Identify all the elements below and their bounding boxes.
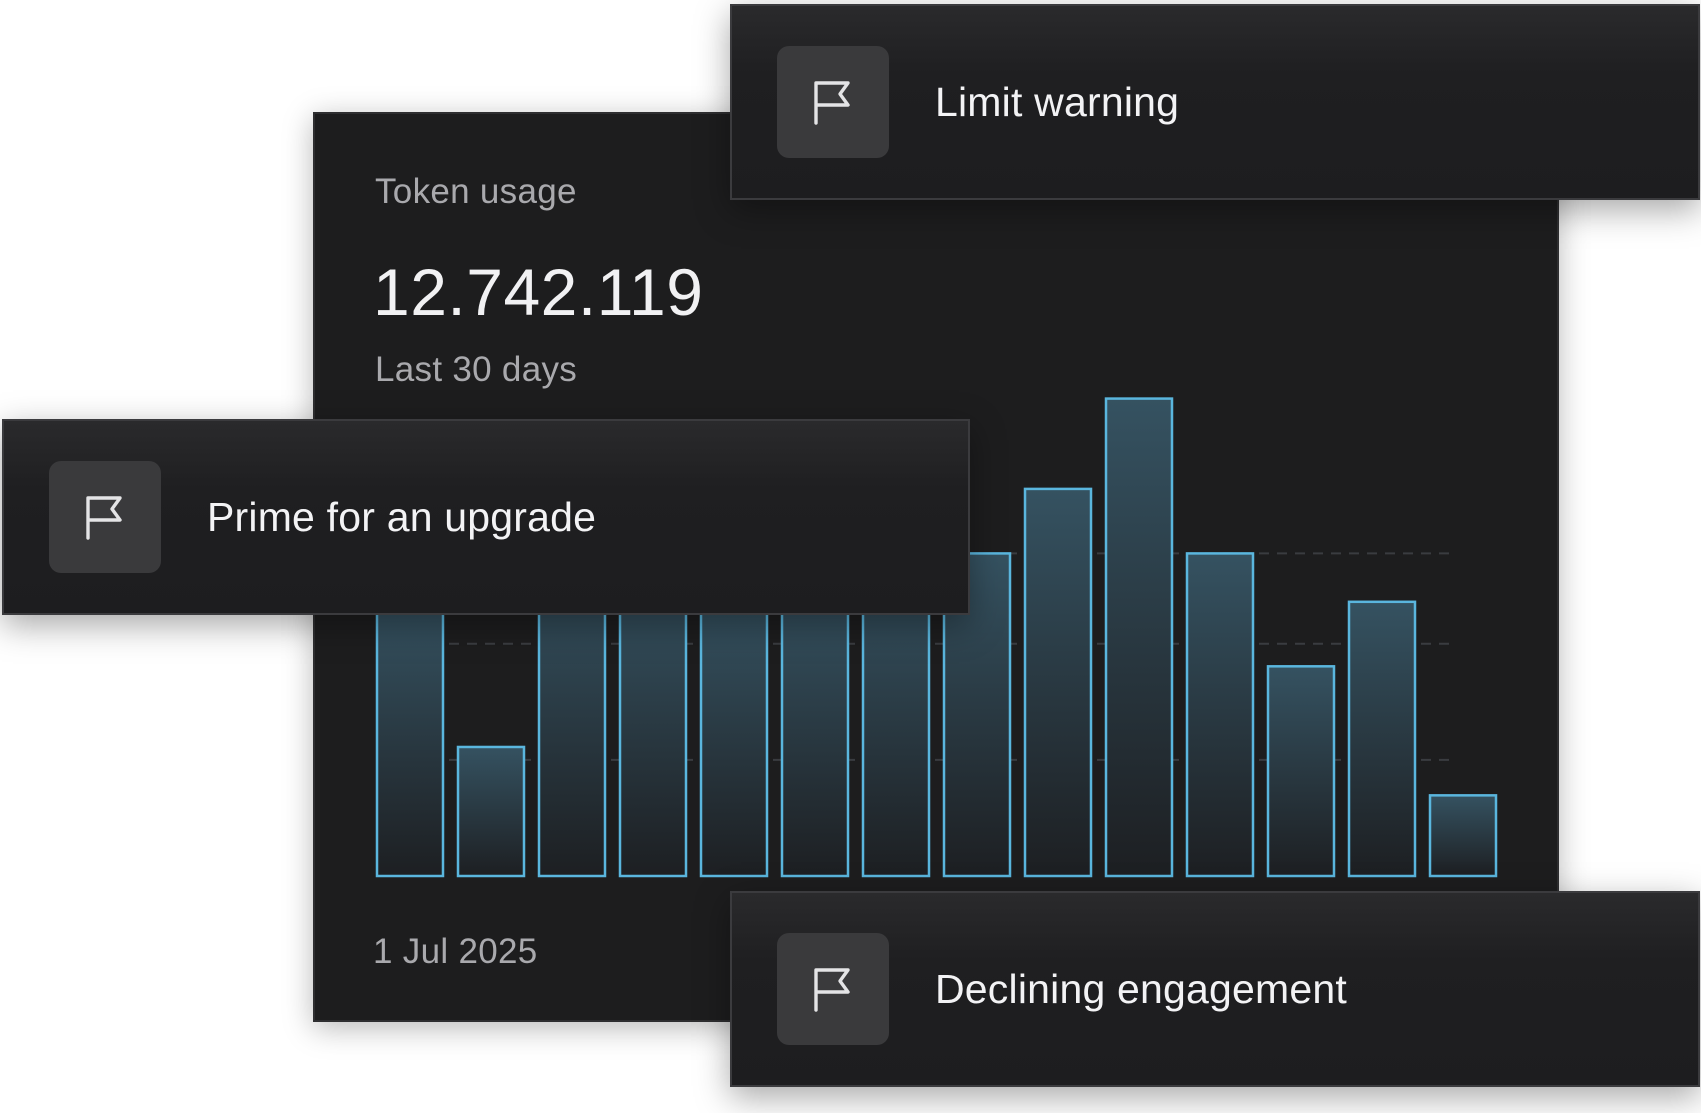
chart-bar[interactable] bbox=[1347, 600, 1417, 878]
usage-period-label: Last 30 days bbox=[375, 350, 578, 389]
chart-bar[interactable] bbox=[456, 745, 526, 878]
chart-bar[interactable] bbox=[861, 574, 931, 878]
chart-bar[interactable] bbox=[1104, 397, 1174, 878]
limit-warning-card[interactable]: Limit warning bbox=[730, 4, 1700, 200]
token-usage-bar-chart bbox=[375, 397, 1498, 878]
flag-icon bbox=[777, 933, 889, 1045]
chart-bar[interactable] bbox=[618, 581, 688, 878]
chart-bar[interactable] bbox=[1428, 794, 1498, 878]
flag-icon bbox=[777, 46, 889, 158]
flag-icon bbox=[49, 461, 161, 573]
flag-label: Prime for an upgrade bbox=[207, 493, 597, 540]
token-usage-total: 12.742.119 bbox=[373, 255, 704, 329]
flag-label: Limit warning bbox=[935, 78, 1180, 125]
chart-bar[interactable] bbox=[780, 590, 850, 878]
declining-engagement-card[interactable]: Declining engagement bbox=[730, 891, 1700, 1087]
chart-bar[interactable] bbox=[1023, 487, 1093, 878]
chart-bar[interactable] bbox=[375, 603, 445, 878]
prime-for-upgrade-card[interactable]: Prime for an upgrade bbox=[2, 419, 970, 615]
chart-bar[interactable] bbox=[1185, 552, 1255, 878]
chart-bar[interactable] bbox=[537, 568, 607, 878]
chart-start-date: 1 Jul 2025 bbox=[373, 932, 538, 971]
flag-label: Declining engagement bbox=[935, 965, 1347, 1012]
token-usage-label: Token usage bbox=[375, 172, 577, 211]
chart-bar[interactable] bbox=[1266, 665, 1336, 878]
chart-bar[interactable] bbox=[699, 600, 769, 878]
